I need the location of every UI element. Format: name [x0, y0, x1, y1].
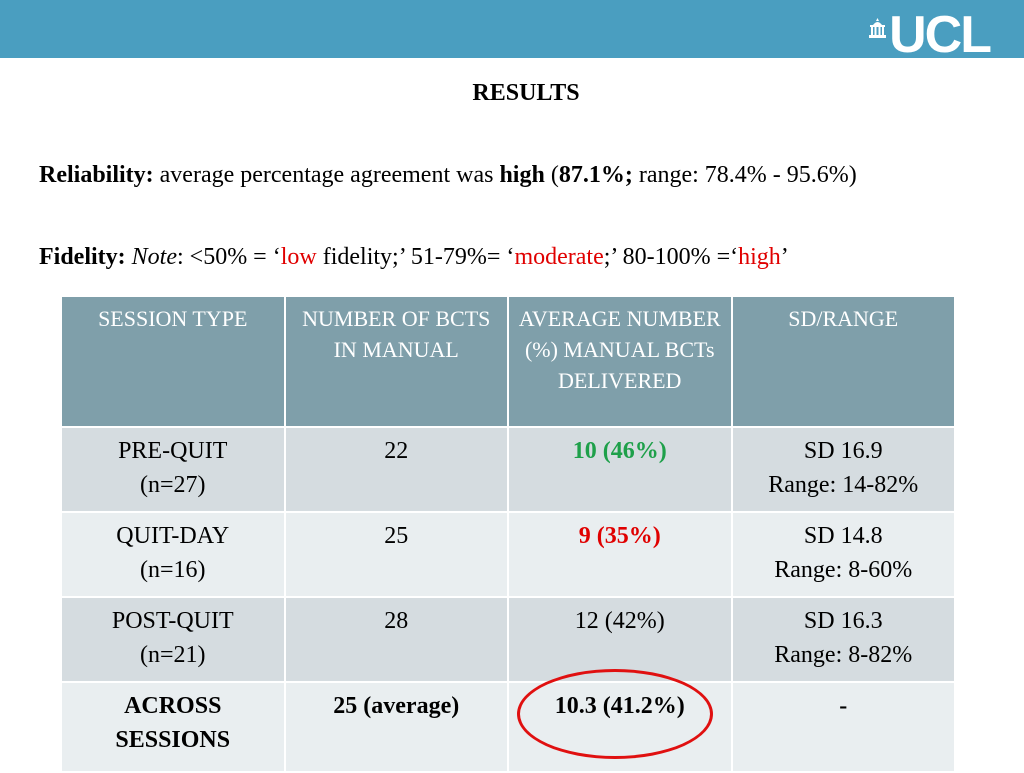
reliability-paren: (: [544, 162, 559, 188]
range-value: Range: 8-82%: [774, 642, 913, 668]
sd-cell: -: [730, 681, 956, 773]
average-cell: 10 (46%): [507, 426, 733, 513]
average-cell: 10.3 (41.2%): [507, 669, 733, 773]
header-average-delivered: AVERAGE NUMBER (%) MANUAL BCTs DELIVERED: [507, 295, 733, 428]
fidelity-note: Note: [131, 244, 177, 270]
session-n: (n=21): [139, 642, 206, 668]
sd-value: SD 16.3: [803, 608, 883, 634]
fidelity-line: Fidelity: Note: <50% = ‘low fidelity;’ 5…: [39, 242, 789, 272]
portico-icon: [869, 18, 887, 38]
session-cell: POST-QUIT (n=21): [60, 596, 286, 683]
header-session-type: SESSION TYPE: [60, 295, 286, 428]
ucl-logo: UCL: [869, 6, 992, 64]
reliability-range: range: 78.4% - 95.6%): [632, 162, 857, 188]
fidelity-text-1: : <50% = ‘: [176, 244, 281, 270]
fidelity-high: high: [738, 244, 781, 270]
session-name-2: SESSIONS: [115, 727, 231, 753]
fidelity-label: Fidelity:: [39, 244, 126, 270]
session-name: QUIT-DAY: [116, 523, 230, 549]
bcts-cell: 22: [283, 426, 509, 513]
page-title: RESULTS: [472, 80, 580, 106]
session-cell: ACROSS SESSIONS: [60, 681, 286, 773]
range-value: Range: 14-82%: [768, 472, 919, 498]
results-table: SESSION TYPE NUMBER OF BCTS IN MANUAL AV…: [60, 295, 956, 773]
header-sd-range: SD/RANGE: [730, 295, 956, 428]
average-cell: 9 (35%): [507, 511, 733, 598]
session-n: (n=16): [139, 557, 206, 583]
session-n: (n=27): [139, 472, 206, 498]
reliability-label: Reliability:: [39, 162, 154, 188]
sd-value: SD 16.9: [803, 438, 883, 464]
reliability-high: high: [499, 162, 545, 188]
sd-cell: SD 16.3 Range: 8-82%: [730, 596, 956, 683]
top-banner: UCL: [0, 0, 1024, 64]
table-row-total: ACROSS SESSIONS 25 (average) 10.3 (41.2%)…: [60, 669, 956, 773]
table-header-row: SESSION TYPE NUMBER OF BCTS IN MANUAL AV…: [60, 295, 956, 428]
sd-value: -: [839, 693, 848, 719]
fidelity-low: low: [280, 244, 317, 270]
sd-value: SD 14.8: [803, 523, 883, 549]
session-cell: PRE-QUIT (n=27): [60, 426, 286, 513]
table-row: POST-QUIT (n=21) 28 12 (42%) SD 16.3 Range…: [60, 596, 956, 683]
reliability-line: Reliability: average percentage agreemen…: [39, 160, 857, 190]
session-name: ACROSS: [124, 693, 222, 719]
fidelity-text-3: ;’ 80-100% =‘: [603, 244, 739, 270]
bcts-cell: 25: [283, 511, 509, 598]
average-cell: 12 (42%): [507, 596, 733, 683]
reliability-text: average percentage agreement was: [153, 162, 500, 188]
table-row: QUIT-DAY (n=16) 25 9 (35%) SD 14.8 Range: …: [60, 511, 956, 598]
range-value: Range: 8-60%: [774, 557, 913, 583]
average-value: 10.3 (41.2%): [554, 693, 685, 719]
fidelity-moderate: moderate: [514, 244, 604, 270]
table-row: PRE-QUIT (n=27) 22 10 (46%) SD 16.9 Range:…: [60, 426, 956, 513]
logo-text: UCL: [889, 6, 992, 64]
header-bcts-in-manual: NUMBER OF BCTS IN MANUAL: [283, 295, 509, 428]
fidelity-text-4: ’: [780, 244, 789, 270]
session-name: PRE-QUIT: [118, 438, 228, 464]
sd-cell: SD 16.9 Range: 14-82%: [730, 426, 956, 513]
session-cell: QUIT-DAY (n=16): [60, 511, 286, 598]
fidelity-text-2: fidelity;’ 51-79%= ‘: [316, 244, 515, 270]
bcts-cell: 28: [283, 596, 509, 683]
sd-cell: SD 14.8 Range: 8-60%: [730, 511, 956, 598]
reliability-percent: 87.1%;: [558, 162, 633, 188]
bcts-cell: 25 (average): [283, 681, 509, 773]
session-name: POST-QUIT: [111, 608, 234, 634]
